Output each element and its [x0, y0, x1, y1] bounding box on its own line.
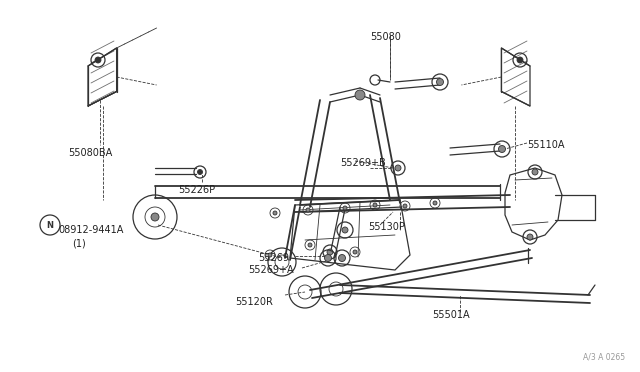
Text: N: N — [47, 221, 54, 230]
Circle shape — [355, 90, 365, 100]
Circle shape — [373, 203, 377, 207]
Circle shape — [327, 249, 333, 255]
Circle shape — [306, 208, 310, 212]
Circle shape — [151, 213, 159, 221]
Circle shape — [95, 57, 101, 63]
Text: 55110A: 55110A — [527, 140, 564, 150]
Circle shape — [353, 250, 357, 254]
Text: 55269+A: 55269+A — [248, 265, 294, 275]
Circle shape — [273, 211, 277, 215]
Circle shape — [517, 57, 523, 63]
Circle shape — [198, 170, 202, 174]
Circle shape — [527, 234, 533, 240]
Circle shape — [339, 254, 346, 262]
Text: 55130P: 55130P — [368, 222, 405, 232]
Circle shape — [395, 165, 401, 171]
Circle shape — [308, 243, 312, 247]
Circle shape — [433, 201, 437, 205]
Text: 55080BA: 55080BA — [68, 148, 112, 158]
Circle shape — [342, 227, 348, 233]
Text: 55269: 55269 — [258, 253, 289, 263]
Text: A/3 A 0265: A/3 A 0265 — [583, 353, 625, 362]
Circle shape — [499, 145, 506, 153]
Text: 55269+B: 55269+B — [340, 158, 386, 168]
Circle shape — [403, 204, 407, 208]
Text: 55226P: 55226P — [178, 185, 215, 195]
Circle shape — [343, 206, 347, 210]
Text: (1): (1) — [72, 238, 86, 248]
Circle shape — [324, 254, 332, 262]
Circle shape — [436, 78, 444, 86]
Text: 55080: 55080 — [370, 32, 401, 42]
Text: 08912-9441A: 08912-9441A — [58, 225, 124, 235]
Text: 55501A: 55501A — [432, 310, 470, 320]
Circle shape — [532, 169, 538, 175]
Text: 55120R: 55120R — [235, 297, 273, 307]
Circle shape — [268, 253, 272, 257]
